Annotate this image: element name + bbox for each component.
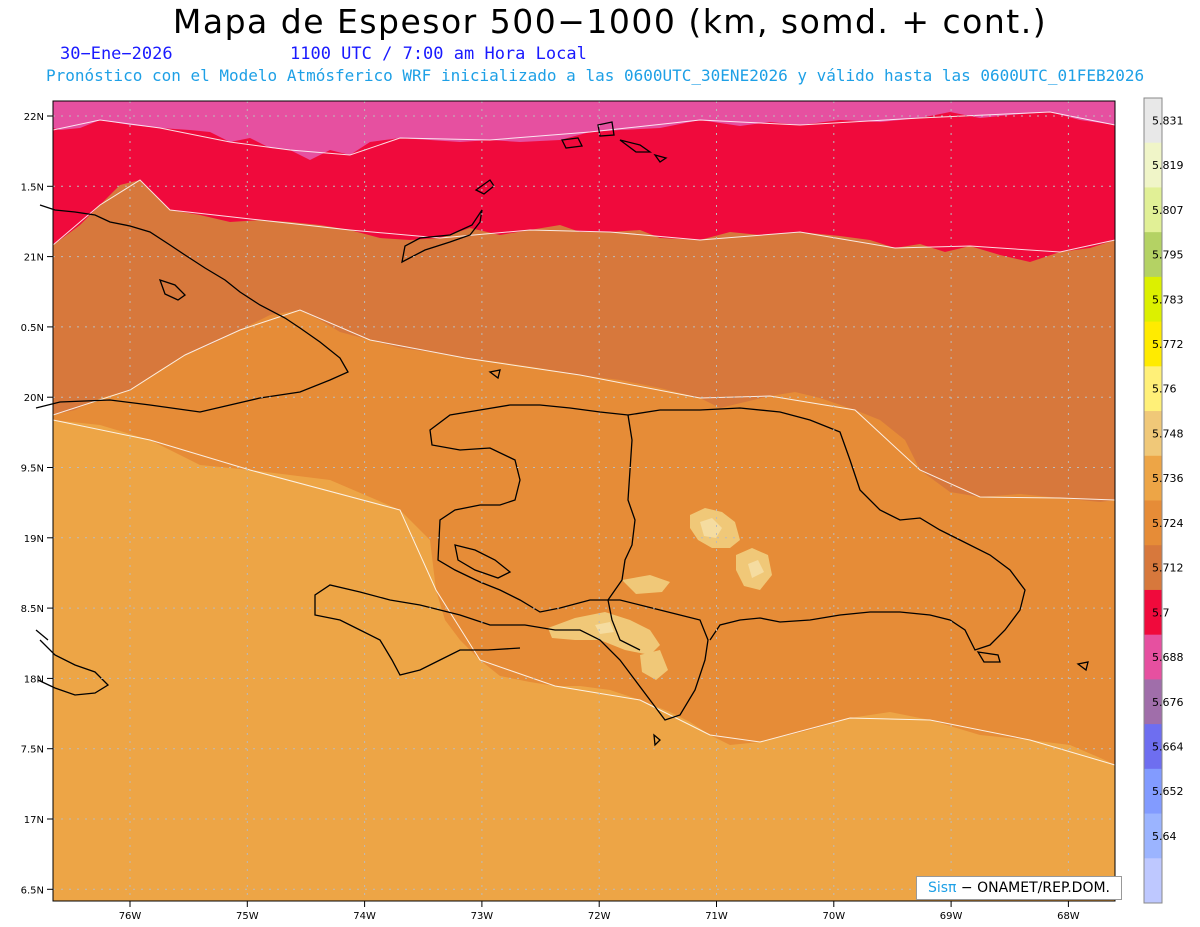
- colorbar: 5.831 5.819 5.807 5.795 5.783 5.772 5.76 5.748 5…: [1143, 97, 1184, 904]
- colorbar-level-label: 5.712: [1152, 562, 1184, 575]
- forecast-date: 30−Ene−2026: [60, 44, 173, 64]
- contour-lines: [52, 111, 1116, 766]
- lon-tick-label: 68W: [1057, 911, 1080, 922]
- lon-tick-label: 69W: [940, 911, 963, 922]
- colorbar-level-label: 5.64: [1152, 830, 1177, 843]
- colorbar-swatch: [1144, 679, 1162, 725]
- lat-tick-label: 18N: [24, 674, 44, 685]
- lon-tick-label: 74W: [353, 911, 376, 922]
- colorbar-swatch: [1144, 366, 1162, 412]
- colorbar-swatch: [1144, 187, 1162, 233]
- colorbar-swatch: [1144, 98, 1162, 144]
- colorbar-level-label: 5.736: [1152, 472, 1184, 485]
- colorbar-level-label: 5.783: [1152, 293, 1184, 306]
- colorbar-swatch: [1144, 276, 1162, 323]
- forecast-subtitle: Pronóstico con el Modelo Atmósferico WRF…: [46, 66, 1145, 85]
- lon-tick-label: 73W: [471, 911, 494, 922]
- colorbar-level-label: 5.748: [1152, 427, 1184, 440]
- colorbar-level-label: 5.652: [1152, 785, 1184, 798]
- colorbar-swatch: [1144, 321, 1162, 367]
- coastline-great-inagua: [401, 209, 483, 264]
- graticule: [53, 101, 1115, 901]
- colorbar-level-label: 5.7: [1152, 606, 1170, 619]
- forecast-time: 1100 UTC / 7:00 am Hora Local: [290, 44, 587, 64]
- lat-tick-label: 8.5N: [21, 604, 44, 615]
- colorbar-swatch: [1144, 545, 1162, 591]
- colorbar-level-label: 5.724: [1152, 517, 1184, 530]
- lat-tick-label: 21N: [24, 253, 44, 264]
- lon-tick-label: 72W: [588, 911, 611, 922]
- colorbar-swatch: [1144, 768, 1162, 815]
- credit-org: − ONAMET/REP.DOM.: [956, 880, 1110, 896]
- colorbar-swatch: [1144, 813, 1162, 859]
- coastline-cuba: [35, 204, 349, 413]
- colorbar-level-label: 5.772: [1152, 338, 1184, 351]
- colorbar-swatch: [1144, 142, 1162, 188]
- colorbar-level-label: 5.819: [1152, 159, 1184, 172]
- longitude-axis: 76W 75W 74W 73W 72W 71W 70W 69W 68W: [119, 901, 1080, 922]
- colorbar-level-label: 5.664: [1152, 740, 1184, 753]
- colorbar-level-label: 5.76: [1152, 383, 1177, 396]
- colorbar-swatch: [1144, 411, 1162, 457]
- colorbar-level-label: 5.676: [1152, 696, 1184, 709]
- map-plot-area: [35, 101, 1116, 901]
- lat-tick-label: 20N: [24, 393, 44, 404]
- coastline-dominican-republic: [607, 414, 641, 651]
- colorbar-level-label: 5.831: [1152, 114, 1184, 127]
- lat-tick-label: 7.5N: [21, 745, 44, 756]
- lon-tick-label: 70W: [822, 911, 845, 922]
- coastline-gonave: [454, 544, 512, 579]
- colorbar-swatch: [1144, 634, 1162, 680]
- colorbar-swatch: [1144, 500, 1162, 546]
- map-frame: [52, 100, 1116, 902]
- lon-tick-label: 75W: [236, 911, 259, 922]
- credit-badge: Sisπ − ONAMET/REP.DOM.: [916, 876, 1122, 900]
- credit-sis: Sisπ: [927, 880, 957, 896]
- lat-tick-label: 9.5N: [21, 464, 44, 475]
- colorbar-frame: [1143, 97, 1163, 904]
- colorbar-swatch: [1144, 858, 1162, 904]
- colorbar-level-label: 5.807: [1152, 204, 1184, 217]
- latitude-axis: 22N 1.5N 21N 0.5N 20N 9.5N 19N 8.5N 18N 7.5N 17N 6.…: [21, 112, 53, 896]
- lon-tick-label: 76W: [119, 911, 142, 922]
- lon-tick-label: 71W: [705, 911, 728, 922]
- coastlines: [35, 121, 1089, 747]
- coastline-haiti: [314, 404, 709, 721]
- map-title: Mapa de Espesor 500−1000 (km, somd. + co…: [172, 2, 1048, 41]
- lat-tick-label: 17N: [24, 815, 44, 826]
- colorbar-level-label: 5.795: [1152, 249, 1184, 262]
- colorbar-swatch: [1144, 589, 1162, 636]
- colorbar-swatch: [1144, 232, 1162, 278]
- lat-tick-label: 6.5N: [21, 885, 44, 896]
- lat-tick-label: 1.5N: [21, 182, 44, 193]
- colorbar-swatch: [1144, 455, 1162, 501]
- lat-tick-label: 19N: [24, 534, 44, 545]
- lat-tick-label: 0.5N: [21, 323, 44, 334]
- lat-tick-label: 22N: [24, 112, 44, 123]
- colorbar-level-label: 5.688: [1152, 651, 1184, 664]
- colorbar-swatch: [1144, 724, 1162, 770]
